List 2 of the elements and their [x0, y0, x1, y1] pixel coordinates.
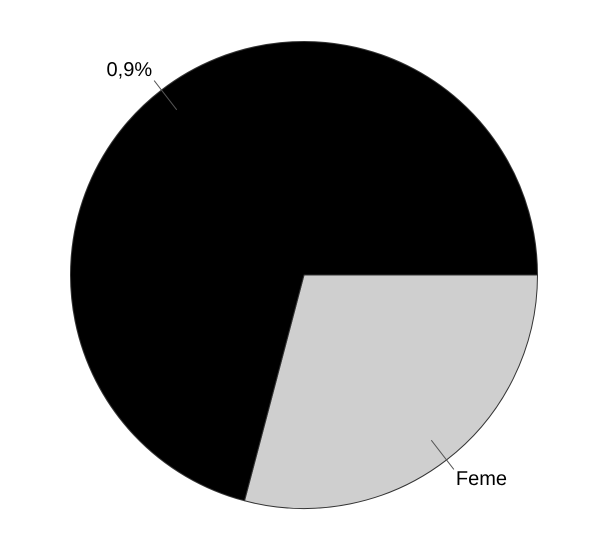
slice-label: Feme: [456, 468, 507, 490]
text: 0,9%: [106, 59, 152, 82]
